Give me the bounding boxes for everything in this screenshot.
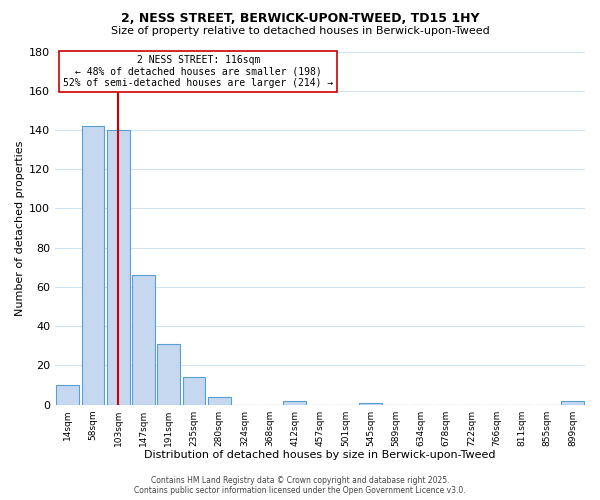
- Text: Size of property relative to detached houses in Berwick-upon-Tweed: Size of property relative to detached ho…: [110, 26, 490, 36]
- Bar: [561, 400, 584, 404]
- Bar: [283, 400, 306, 404]
- Bar: [132, 275, 155, 404]
- Text: 2 NESS STREET: 116sqm
← 48% of detached houses are smaller (198)
52% of semi-det: 2 NESS STREET: 116sqm ← 48% of detached …: [63, 55, 334, 88]
- Bar: [208, 397, 230, 404]
- Text: 2, NESS STREET, BERWICK-UPON-TWEED, TD15 1HY: 2, NESS STREET, BERWICK-UPON-TWEED, TD15…: [121, 12, 479, 26]
- Bar: [359, 402, 382, 404]
- Bar: [56, 385, 79, 404]
- Bar: [82, 126, 104, 404]
- Bar: [182, 377, 205, 404]
- Y-axis label: Number of detached properties: Number of detached properties: [15, 140, 25, 316]
- Bar: [157, 344, 180, 405]
- Bar: [107, 130, 130, 404]
- X-axis label: Distribution of detached houses by size in Berwick-upon-Tweed: Distribution of detached houses by size …: [145, 450, 496, 460]
- Text: Contains HM Land Registry data © Crown copyright and database right 2025.
Contai: Contains HM Land Registry data © Crown c…: [134, 476, 466, 495]
